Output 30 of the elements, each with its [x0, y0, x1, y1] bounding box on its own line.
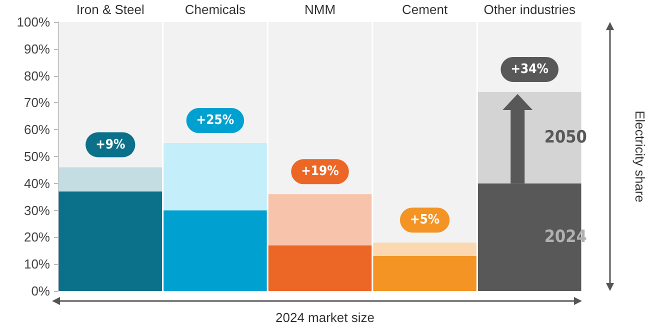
series-label: 2050 — [544, 128, 587, 148]
data-label: +9% — [96, 137, 126, 152]
x-axis-title: 2024 market size — [276, 310, 375, 325]
y-tick-label: 10% — [24, 256, 50, 272]
data-label: +19% — [301, 164, 340, 180]
bar — [268, 245, 372, 291]
y-tick-label: 80% — [24, 68, 50, 84]
y-axis-title: Electricity share — [632, 110, 648, 202]
y-tick-label: 100% — [16, 14, 50, 30]
bar — [373, 242, 476, 256]
x-tick-label: Chemicals — [184, 2, 246, 17]
y-tick-label: 50% — [24, 149, 50, 164]
y-tick-label: 20% — [24, 230, 50, 245]
bar — [373, 256, 476, 291]
y-tick-label: 90% — [24, 41, 50, 56]
y-tick-label: 40% — [24, 176, 50, 191]
y-tick-label: 0% — [31, 284, 50, 298]
x-tick-label: Other industries — [484, 2, 576, 17]
data-label: +25% — [196, 113, 234, 128]
data-label: +34% — [510, 62, 549, 77]
y-tick-label: 70% — [24, 95, 50, 110]
y-tick-label: 30% — [24, 202, 50, 218]
data-label: +5% — [410, 212, 440, 228]
bar — [58, 167, 162, 192]
bar — [164, 210, 267, 291]
bar — [268, 194, 372, 246]
y-tick-label: 60% — [24, 122, 50, 138]
x-tick-label: Iron & Steel — [76, 2, 144, 17]
x-tick-label: NMM — [304, 2, 336, 17]
x-tick-label: Cement — [402, 2, 448, 17]
